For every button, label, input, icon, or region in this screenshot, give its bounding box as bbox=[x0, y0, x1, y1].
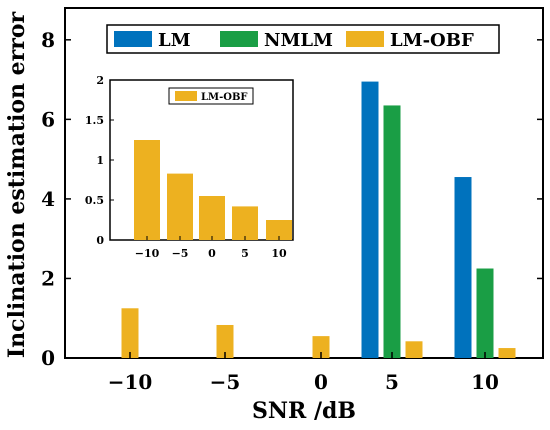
inset-legend: LM-OBF bbox=[168, 87, 254, 105]
inset-y-ticks: 0 0.5 1 1.5 2 bbox=[85, 74, 114, 247]
inset-bars bbox=[134, 140, 292, 240]
inset-y-tick-label: 0.5 bbox=[85, 194, 104, 207]
bar-lm-3 bbox=[361, 81, 379, 359]
inset-legend-swatch bbox=[175, 91, 197, 101]
inset-x-tick-label: 0 bbox=[208, 247, 216, 260]
bar-lm-obf-1 bbox=[216, 324, 234, 358]
y-axis-label: Inclination estimation error bbox=[4, 11, 30, 358]
y-tick-label: 6 bbox=[41, 107, 55, 131]
bar-lm-4 bbox=[454, 177, 472, 358]
main-legend-box bbox=[106, 24, 500, 54]
main-y-ticks: 0 2 4 6 8 bbox=[41, 28, 543, 370]
inset-x-tick-label: 10 bbox=[271, 247, 287, 260]
y-tick-label: 4 bbox=[41, 187, 55, 211]
inset-y-tick-label: 1 bbox=[96, 154, 104, 167]
y-tick-label: 8 bbox=[41, 28, 55, 52]
main-bars bbox=[121, 81, 516, 359]
inset-x-tick-label: −10 bbox=[135, 247, 160, 260]
y-tick-label: 2 bbox=[41, 266, 55, 290]
inset-x-tick-label: 5 bbox=[241, 247, 249, 260]
x-tick-label: 5 bbox=[385, 370, 399, 394]
x-tick-label: 10 bbox=[471, 370, 499, 394]
x-axis-label: SNR /dB bbox=[252, 398, 356, 424]
inset-bar-0 bbox=[134, 140, 160, 240]
y-tick-label: 0 bbox=[41, 346, 55, 370]
main-x-ticks: −10 −5 0 5 10 bbox=[108, 352, 499, 394]
x-tick-label: −10 bbox=[108, 370, 153, 394]
inset-bar-4 bbox=[266, 220, 292, 240]
legend-label-lm: LM bbox=[158, 30, 191, 51]
inset-y-tick-label: 1.5 bbox=[85, 114, 104, 127]
legend-swatch-nmlm bbox=[220, 31, 258, 47]
x-tick-label: 0 bbox=[314, 370, 328, 394]
inset-x-ticks: −10 −5 0 5 10 bbox=[135, 236, 287, 260]
inset-x-tick-label: −5 bbox=[172, 247, 189, 260]
legend-label-lm-obf: LM-OBF bbox=[390, 30, 474, 51]
inset-bar-2 bbox=[199, 196, 225, 240]
bar-nmlm-3 bbox=[383, 105, 401, 359]
inset-bar-1 bbox=[167, 173, 193, 240]
main-plot-frame bbox=[64, 7, 544, 359]
bar-lm-obf-3 bbox=[405, 341, 423, 358]
legend-swatch-lm bbox=[114, 31, 152, 47]
inset-bar-3 bbox=[232, 206, 258, 240]
inset-y-tick-label: 0 bbox=[96, 234, 104, 247]
inset-chart: 0 0.5 1 1.5 2 −10 −5 0 5 10 LM-OBF bbox=[85, 70, 297, 266]
bar-lm-obf-2 bbox=[312, 336, 330, 358]
inset-legend-label: LM-OBF bbox=[201, 92, 248, 103]
x-tick-label: −5 bbox=[210, 370, 241, 394]
bar-lm-obf-4 bbox=[498, 348, 516, 358]
bar-nmlm-4 bbox=[476, 268, 494, 358]
main-legend: LM NMLM LM-OBF bbox=[106, 24, 500, 54]
inset-y-tick-label: 2 bbox=[96, 74, 104, 87]
legend-label-nmlm: NMLM bbox=[264, 30, 333, 51]
bar-lm-obf-0 bbox=[121, 308, 139, 358]
legend-swatch-lm-obf bbox=[346, 31, 384, 47]
